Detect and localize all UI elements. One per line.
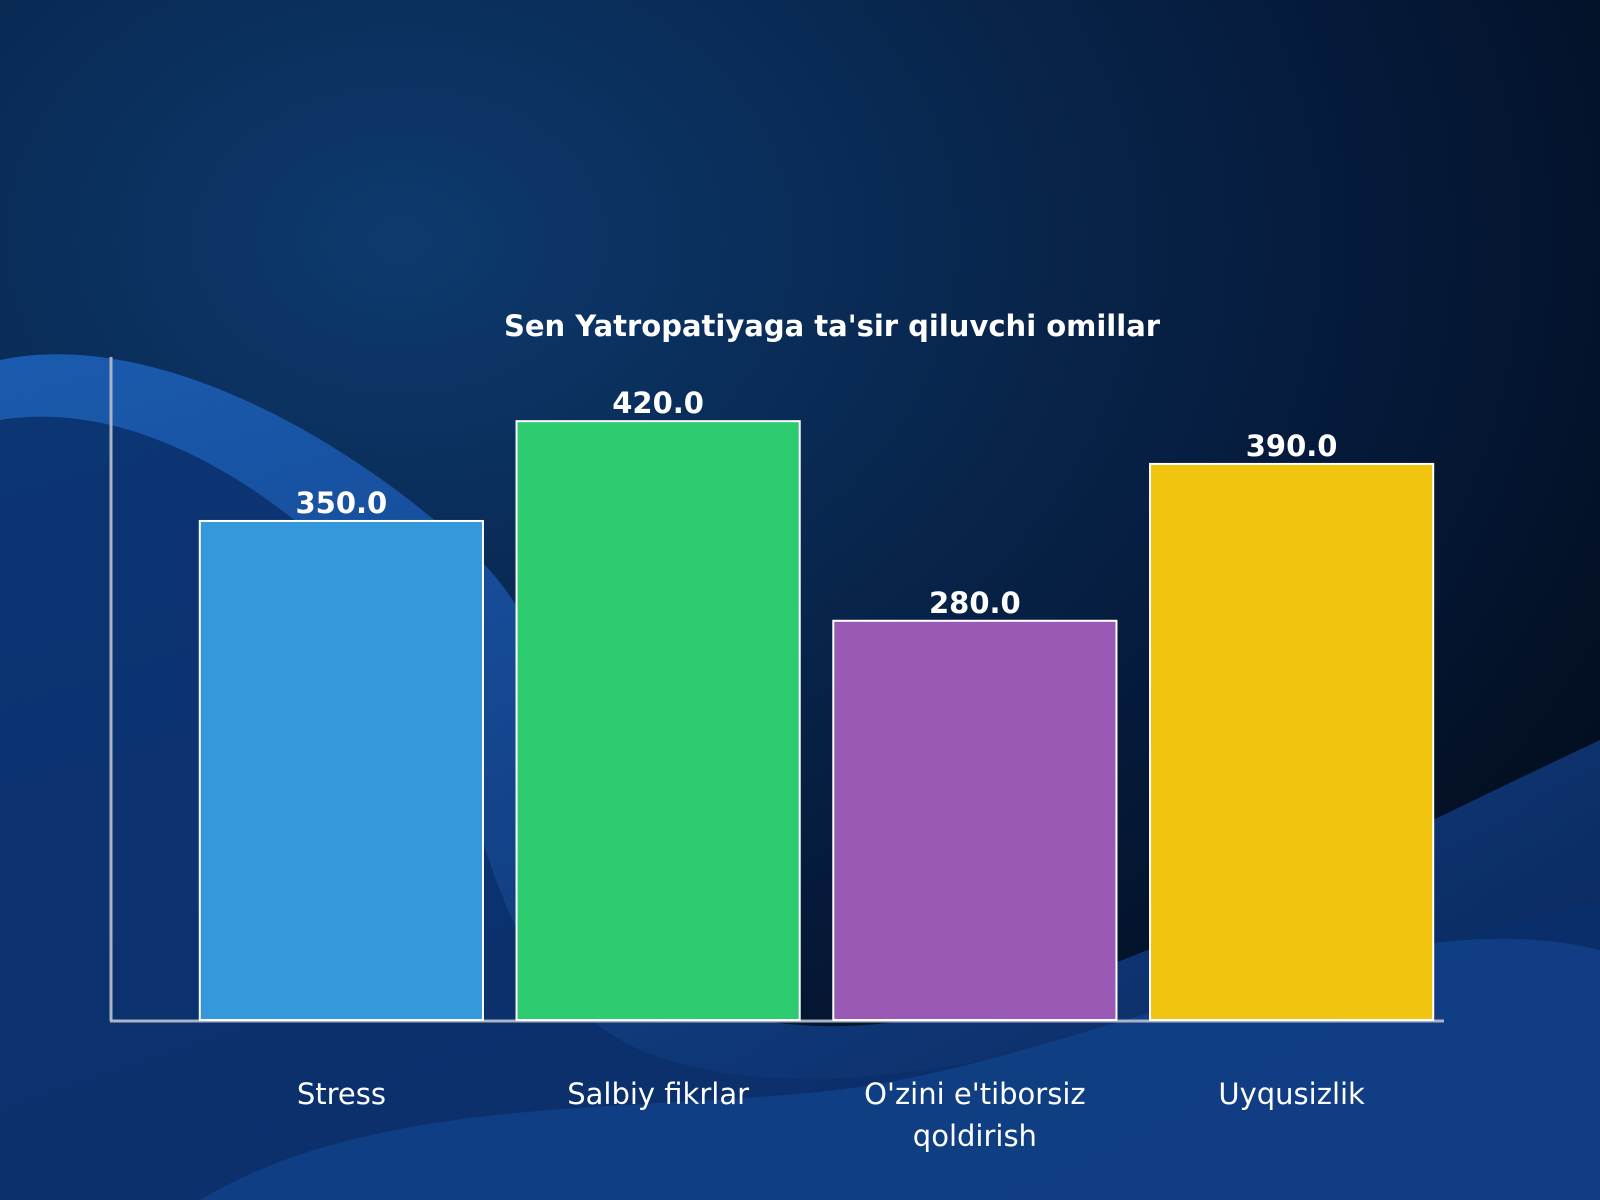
bar — [832, 619, 1118, 1021]
x-tick-label: Salbiy fikrlar — [567, 1077, 750, 1111]
value-label: 280.0 — [929, 586, 1021, 620]
x-tick-label: Stress — [296, 1077, 386, 1111]
bar — [1149, 462, 1435, 1021]
value-label: 420.0 — [612, 386, 704, 420]
x-tick-label: Uyqusizlik — [1218, 1077, 1365, 1111]
bar — [198, 519, 484, 1021]
value-label: 390.0 — [1246, 429, 1338, 463]
bar — [515, 420, 801, 1021]
chart-title: Sen Yatropatiyaga ta'sir qiluvchi omilla… — [504, 309, 1161, 343]
value-label: 350.0 — [296, 486, 388, 520]
x-tick-label: O'zini e'tiborsiz qoldirish — [864, 1077, 1086, 1153]
